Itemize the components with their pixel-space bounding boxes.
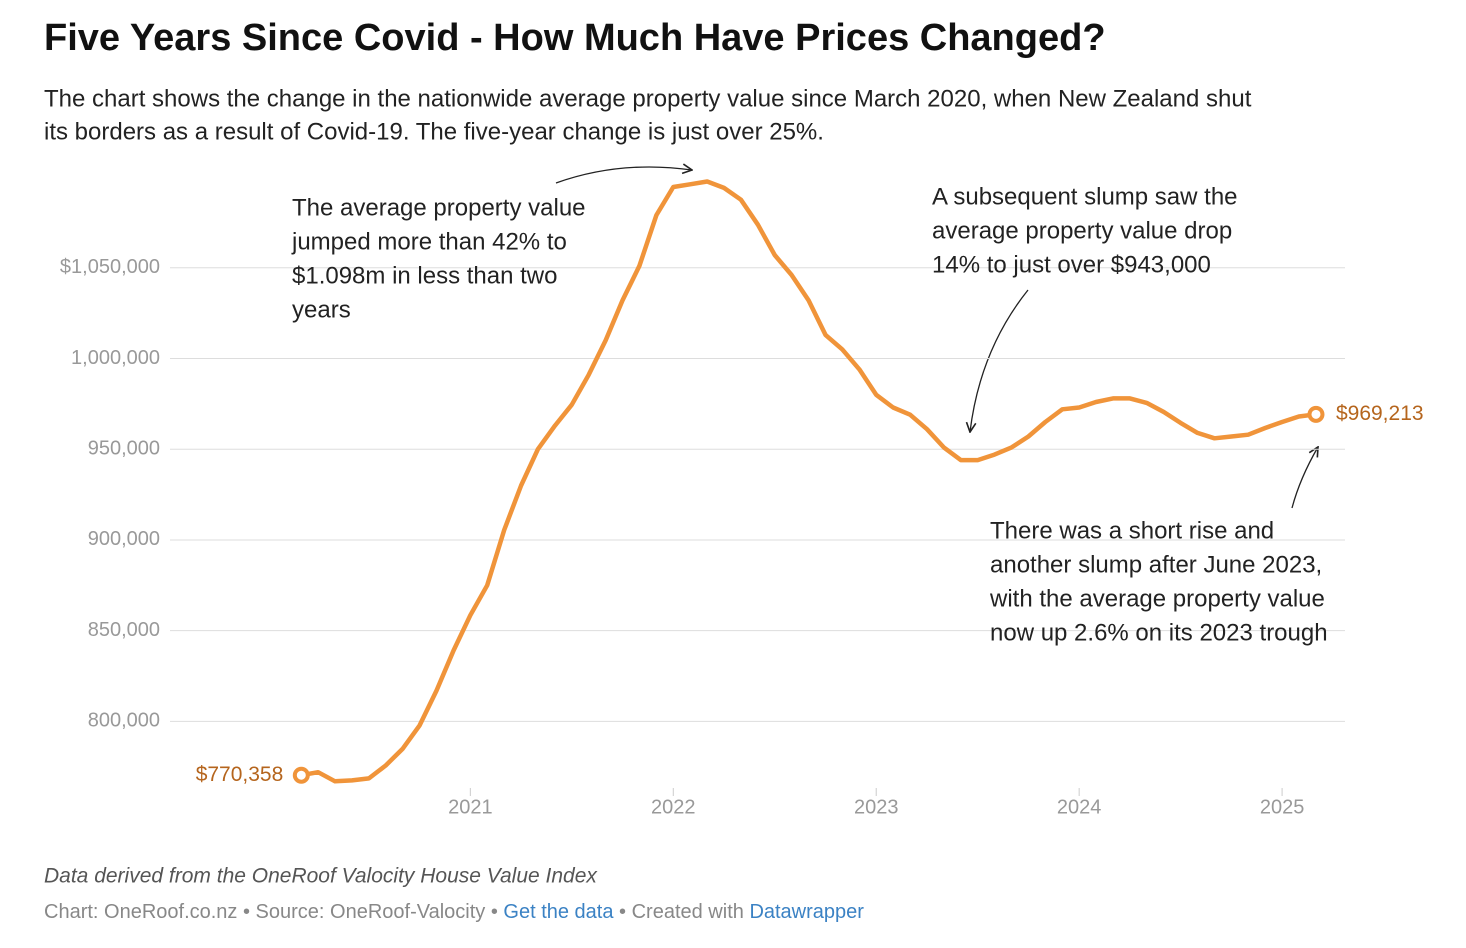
credit-text: Chart: OneRoof.co.nz • Source: OneRoof-V…	[44, 901, 503, 923]
annotation: $1.098m in less than two	[292, 262, 558, 289]
x-tick-label: 2023	[854, 796, 899, 818]
credits: Chart: OneRoof.co.nz • Source: OneRoof-V…	[44, 901, 864, 923]
x-tick-label: 2025	[1260, 796, 1305, 818]
arrow	[555, 167, 692, 184]
subtitle: The chart shows the change in the nation…	[44, 85, 1252, 112]
annotation: years	[292, 296, 351, 323]
x-tick-label: 2021	[448, 796, 493, 818]
line	[299, 179, 1319, 784]
credit-text: • Created with	[613, 901, 749, 923]
y-tick-label: 800,000	[88, 710, 160, 732]
annotation: The average property value	[292, 194, 586, 221]
y-tick-label: $1,050,000	[60, 256, 160, 278]
chart-title: Five Years Since Covid - How Much Have P…	[44, 17, 1106, 59]
y-tick-label: 850,000	[88, 619, 160, 641]
end-point	[292, 766, 310, 784]
end-point	[1307, 405, 1325, 423]
annotation: average property value drop	[932, 217, 1232, 244]
annotation: with the average property value	[989, 585, 1325, 612]
note: Data derived from the OneRoof Valocity H…	[44, 865, 598, 888]
link[interactable]: Get the data	[503, 901, 614, 923]
x-tick-label: 2022	[651, 796, 696, 818]
value-label: $969,213	[1336, 402, 1424, 425]
annotation: another slump after June 2023,	[990, 551, 1322, 578]
value-label: $770,358	[196, 763, 284, 786]
y-tick-label: 950,000	[88, 437, 160, 459]
annotation: A subsequent slump saw the	[932, 183, 1238, 210]
y-tick-label: 900,000	[88, 528, 160, 550]
subtitle: its borders as a result of Covid-19. The…	[44, 118, 824, 145]
x-tick-label: 2024	[1057, 796, 1102, 818]
annotation: now up 2.6% on its 2023 trough	[990, 619, 1328, 646]
y-tick-label: 1,000,000	[71, 347, 160, 369]
arrow	[970, 289, 1029, 432]
annotation: 14% to just over $943,000	[932, 251, 1211, 278]
annotation: There was a short rise and	[990, 517, 1274, 544]
arrow	[1291, 447, 1318, 509]
annotation: jumped more than 42% to	[291, 228, 567, 255]
link[interactable]: Datawrapper	[749, 901, 864, 923]
